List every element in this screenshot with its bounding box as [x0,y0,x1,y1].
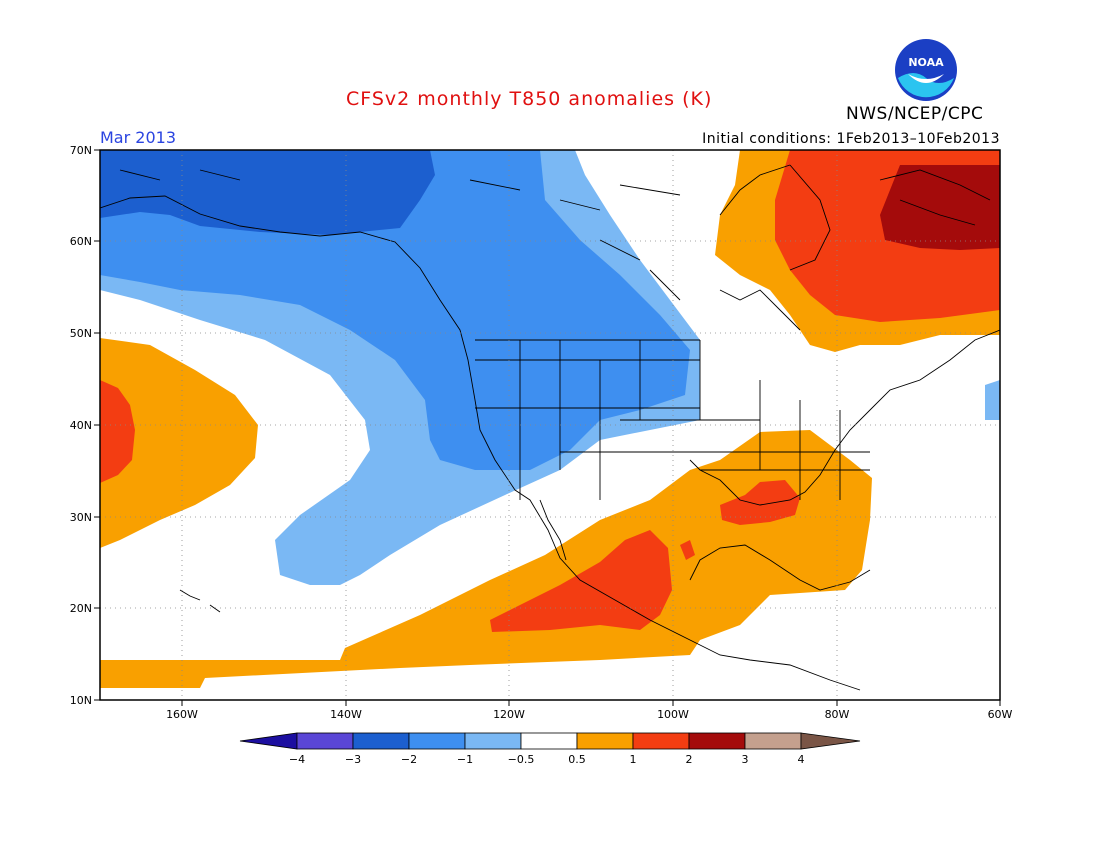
lon-label: 140W [330,708,362,721]
lat-label: 60N [70,235,92,248]
warm-anomaly-south [100,430,872,688]
colorbar-swatch [408,732,466,750]
longitude-labels: 160W 140W 120W 100W 80W 60W [166,708,1012,721]
lon-label: 60W [988,708,1013,721]
svg-text:NOAA: NOAA [908,56,944,69]
initial-conditions: Initial conditions: 1Feb2013–10Feb2013 [702,131,1000,147]
lat-label: 30N [70,511,92,524]
lon-label: 80W [825,708,850,721]
colorbar-swatch [520,732,578,750]
colorbar-swatch [744,732,802,750]
colorbar-label: 1 [630,753,637,766]
agency-label: NWS/NCEP/CPC [846,104,984,124]
lat-label: 50N [70,327,92,340]
colorbar-label: −4 [289,753,305,766]
colorbar-swatch [688,732,746,750]
colorbar-label: −3 [345,753,361,766]
colorbar [239,732,861,750]
colorbar-label: −1 [457,753,473,766]
colorbar-swatch [296,732,354,750]
warm-anomaly-pacific-west [100,338,258,548]
map-title: CFSv2 monthly T850 anomalies (K) [346,88,713,110]
cold-anomaly-dark [100,150,435,235]
colorbar-label: −2 [401,753,417,766]
coastlines [100,164,1000,691]
colorbar-label: 4 [798,753,805,766]
lon-label: 160W [166,708,198,721]
warm-anomaly-northeast-darkred [880,165,1000,250]
graticule [100,150,1000,700]
warm-anomaly-gulf-red [720,480,800,525]
lat-label: 20N [70,602,92,615]
lat-label: 70N [70,144,92,157]
lon-label: 120W [493,708,525,721]
warm-anomaly-pacific-west-red [100,380,135,483]
colorbar-label: 3 [742,753,749,766]
colorbar-swatch [632,732,690,750]
colorbar-labels: −4 −3 −2 −1 −0.5 0.5 1 2 3 4 [289,753,805,766]
forecast-month: Mar 2013 [100,128,176,147]
colorbar-swatch [800,732,861,750]
colorbar-label: 0.5 [568,753,586,766]
noaa-logo: NOAA [895,39,957,101]
colorbar-label: −0.5 [508,753,535,766]
lat-label: 40N [70,419,92,432]
colorbar-swatch [239,732,298,750]
colorbar-swatch [576,732,634,750]
colorbar-swatch [464,732,522,750]
colorbar-label: 2 [686,753,693,766]
axis-ticks [94,149,1001,706]
latitude-labels: 70N 60N 50N 40N 30N 20N 10N [70,144,92,707]
lat-label: 10N [70,694,92,707]
colorbar-swatch [352,732,410,750]
lon-label: 100W [657,708,689,721]
